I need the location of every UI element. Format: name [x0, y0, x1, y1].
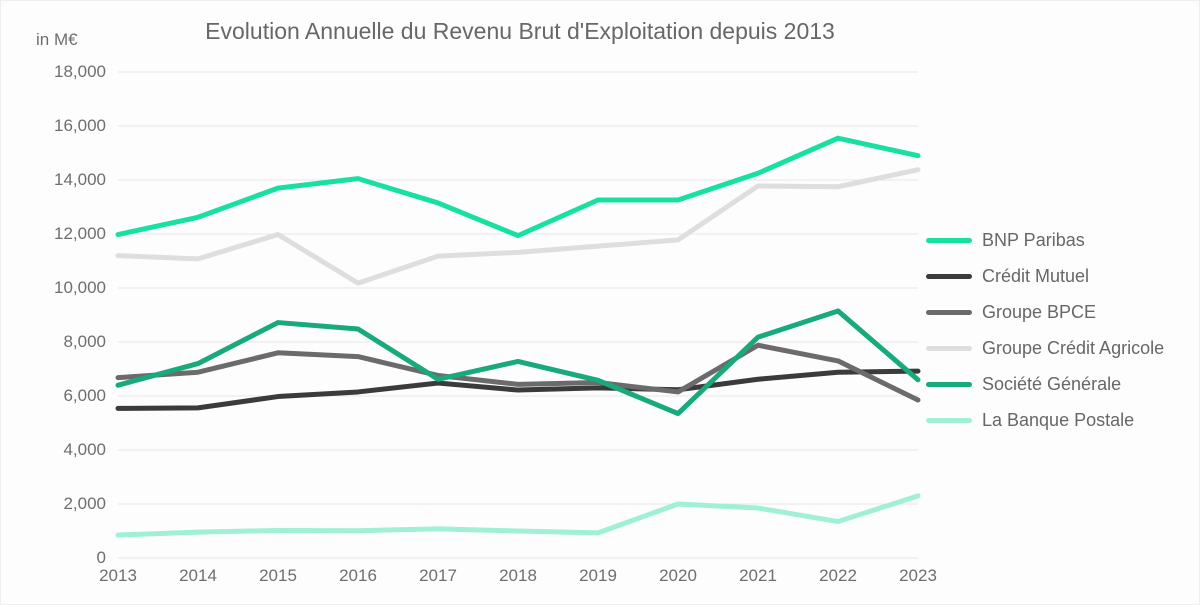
y-axis-tick-label: 18,000 — [54, 62, 106, 81]
legend-label: Crédit Mutuel — [982, 265, 1090, 286]
y-axis-tick-label: 2,000 — [63, 494, 106, 513]
legend-color-swatch — [926, 237, 972, 243]
legend-color-swatch — [926, 417, 972, 423]
legend-item[interactable]: BNP Paribas — [926, 222, 1164, 258]
legend-color-swatch — [926, 273, 972, 279]
series-lines — [115, 135, 921, 538]
x-axis-tick-label: 2022 — [819, 566, 857, 585]
x-axis-tick-label: 2020 — [659, 566, 697, 585]
y-axis-tick-label: 10,000 — [54, 278, 106, 297]
y-axis-tick-label: 14,000 — [54, 170, 106, 189]
x-axis: 2013 2014 2015 2016 2017 2018 2019 2020 2021 2022… — [99, 566, 937, 596]
legend-label: Groupe BPCE — [982, 301, 1097, 322]
legend-color-swatch — [926, 309, 972, 315]
legend-item[interactable]: Crédit Mutuel — [926, 258, 1164, 294]
chart-title: Evolution Annuelle du Revenu Brut d'Expl… — [205, 18, 835, 44]
legend-color-swatch — [926, 381, 972, 387]
series-line — [115, 493, 921, 538]
y-axis-tick-label: 4,000 — [63, 440, 106, 459]
y-axis-tick-label: 6,000 — [63, 386, 106, 405]
x-axis-tick-label: 2017 — [419, 566, 457, 585]
series-line — [115, 368, 921, 411]
legend-item[interactable]: Groupe BPCE — [926, 294, 1164, 330]
plot-area — [115, 71, 921, 559]
plot-svg — [115, 71, 921, 559]
legend-color-swatch — [926, 345, 972, 351]
y-axis-tick-label: 12,000 — [54, 224, 106, 243]
y-axis-tick-label: 8,000 — [63, 332, 106, 351]
legend-item[interactable]: La Banque Postale — [926, 402, 1164, 438]
x-axis-tick-label: 2013 — [99, 566, 137, 585]
legend-label: Groupe Crédit Agricole — [982, 337, 1165, 358]
legend-label: La Banque Postale — [982, 409, 1135, 430]
legend-item[interactable]: Société Générale — [926, 366, 1164, 402]
series-line — [115, 167, 921, 286]
gridlines — [118, 71, 918, 559]
legend-label: BNP Paribas — [982, 229, 1085, 250]
y-axis-tick-label: 0 — [96, 548, 106, 567]
x-axis-tick-label: 2023 — [899, 566, 937, 585]
x-axis-tick-label: 2019 — [579, 566, 617, 585]
x-axis-tick-label: 2016 — [339, 566, 377, 585]
series-line — [115, 308, 921, 417]
y-axis-tick-label: 16,000 — [54, 116, 106, 135]
x-axis-tick-label: 2018 — [499, 566, 537, 585]
legend-label: Société Générale — [982, 373, 1122, 394]
y-axis: 18,000 16,000 14,000 12,000 10,000 8,000 6,000… — [0, 0, 106, 605]
x-axis-tick-label: 2014 — [179, 566, 217, 585]
x-axis-tick-label: 2021 — [739, 566, 777, 585]
x-axis-tick-label: 2015 — [259, 566, 297, 585]
y-axis-unit-label: in M€ — [36, 30, 78, 49]
legend-item[interactable]: Groupe Crédit Agricole — [926, 330, 1164, 366]
series-line — [115, 342, 921, 403]
series-line — [115, 135, 921, 239]
legend: BNP Paribas Crédit Mutuel Groupe BPCE Group… — [926, 222, 1164, 438]
